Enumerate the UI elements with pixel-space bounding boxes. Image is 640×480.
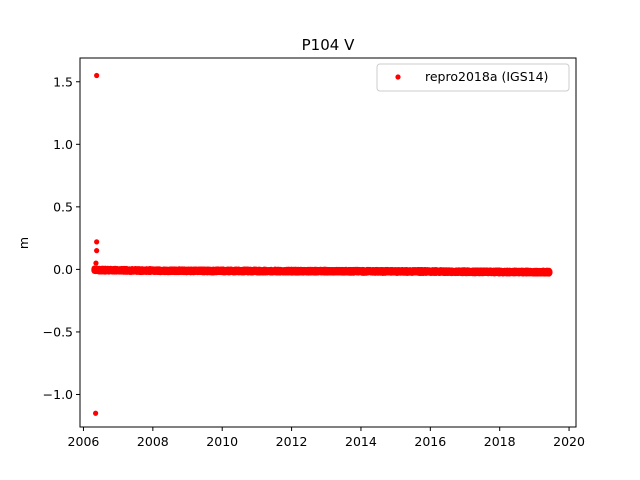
y-axis-label: m bbox=[16, 237, 31, 249]
y-tick-label: 1.0 bbox=[53, 137, 73, 152]
outlier-point bbox=[93, 410, 99, 416]
x-tick-label: 2010 bbox=[206, 434, 238, 449]
legend-label: repro2018a (IGS14) bbox=[425, 69, 548, 84]
y-tick-label: −1.0 bbox=[43, 387, 73, 402]
outlier-point bbox=[94, 248, 100, 254]
x-tick-label: 2014 bbox=[345, 434, 377, 449]
legend: repro2018a (IGS14) bbox=[376, 63, 570, 92]
x-tick-label: 2020 bbox=[553, 434, 585, 449]
data-point bbox=[547, 269, 553, 275]
x-tick-label: 2006 bbox=[68, 434, 100, 449]
outlier-point bbox=[93, 260, 99, 266]
x-tick-label: 2012 bbox=[276, 434, 308, 449]
y-tick-label: 0.5 bbox=[53, 199, 73, 214]
x-tick-label: 2008 bbox=[137, 434, 169, 449]
x-tick-label: 2016 bbox=[414, 434, 446, 449]
x-tick-label: 2018 bbox=[484, 434, 516, 449]
y-tick-label: −0.5 bbox=[43, 324, 73, 339]
chart-title: P104 V bbox=[302, 36, 355, 54]
y-tick-label: 1.5 bbox=[53, 74, 73, 89]
data-points bbox=[91, 72, 553, 416]
legend-marker bbox=[395, 74, 401, 80]
y-tick-label: 0.0 bbox=[53, 262, 73, 277]
outlier-point bbox=[94, 72, 100, 79]
outlier-point bbox=[94, 239, 100, 245]
